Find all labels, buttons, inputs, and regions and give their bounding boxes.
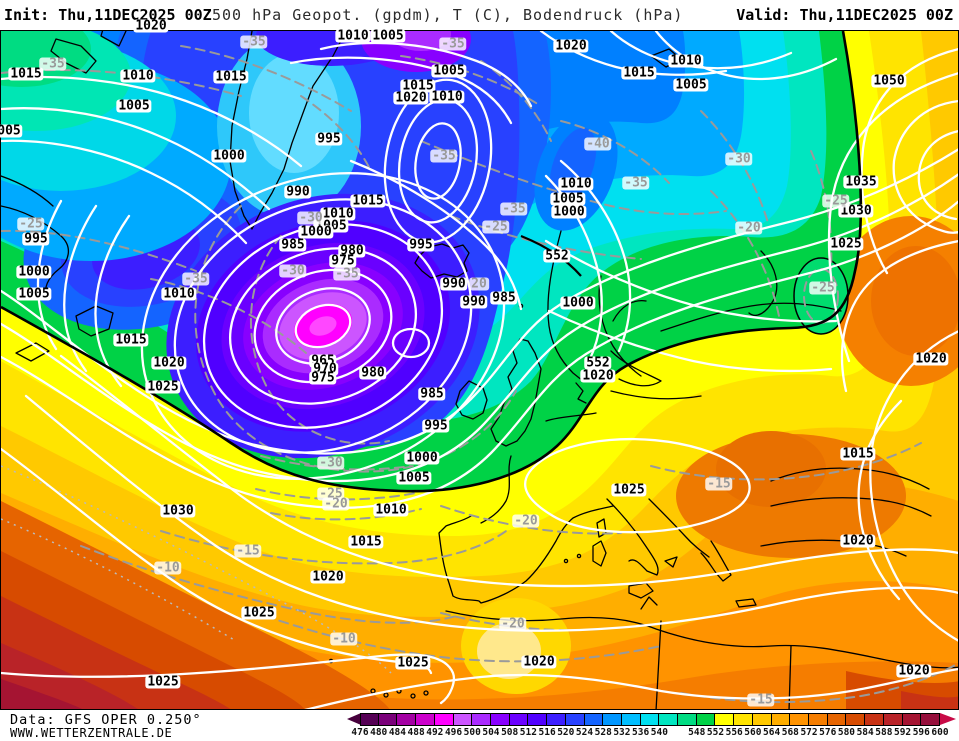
colorbar-box — [921, 713, 940, 726]
colorbar-box — [528, 713, 548, 726]
map-footer: Data: GFS OPER 0.250° WWW.WETTERZENTRALE… — [0, 710, 959, 741]
colorbar-tick-label: 552 — [706, 727, 725, 738]
valid-label: Valid: — [736, 6, 791, 24]
colorbar-box — [715, 713, 735, 726]
chart-title: 500 hPa Geopot. (gpdm), T (C), Bodendruc… — [212, 6, 684, 24]
colorbar-tick-label: 556 — [725, 727, 743, 738]
valid-time: Valid: Thu,11DEC2025 00Z — [736, 6, 953, 24]
colorbar-tick-label: 600 — [931, 727, 949, 738]
colorbar-tick-label: 516 — [538, 727, 556, 738]
colorbar-box — [752, 713, 772, 726]
colorbar-tick-label: 528 — [594, 727, 612, 738]
colorbar-box — [509, 713, 529, 726]
colorbar-box — [696, 713, 716, 726]
colorbar-tick-label: 524 — [575, 727, 594, 738]
colorbar-box — [378, 713, 398, 726]
colorbar-box — [678, 713, 697, 726]
colorbar-tick-label: 588 — [875, 727, 893, 738]
colorbar-box — [360, 713, 379, 726]
colorbar-box — [883, 713, 903, 726]
colorbar-box — [472, 713, 491, 726]
colorbar: 476 480 484 488 492 496 500 504 508 512 516 520 524 5… — [351, 713, 949, 738]
colorbar-box — [397, 713, 417, 726]
colorbar-left-arrow-icon — [347, 713, 361, 725]
colorbar-tick-label: 484 — [388, 727, 406, 738]
colorbar-box — [547, 713, 566, 726]
colorbar-tick-label: 580 — [837, 727, 856, 738]
colorbar-tick-label: 520 — [557, 727, 575, 738]
colorbar-tick-label: 576 — [819, 727, 837, 738]
colorbar-box — [771, 713, 791, 726]
colorbar-box — [865, 713, 884, 726]
website-credit: WWW.WETTERZENTRALE.DE — [10, 726, 173, 740]
colorbar-box — [621, 713, 641, 726]
colorbar-tick-label: 584 — [856, 727, 874, 738]
map-header: Init: Thu,11DEC2025 00Z 500 hPa Geopot. … — [0, 0, 959, 30]
colorbar-tick-label: 488 — [407, 727, 425, 738]
init-label: Init: — [4, 6, 50, 24]
colorbar-tick-label: 492 — [426, 727, 444, 738]
colorbar-box — [827, 713, 847, 726]
colorbar-tick-label: 596 — [912, 727, 930, 738]
colorbar-tick-label: 504 — [482, 727, 500, 738]
colorbar-box — [734, 713, 753, 726]
synoptic-map: 1020 1015 1010 1005 1015 1010 1005 1005 1015 1020… — [0, 19, 959, 710]
colorbar-tick-label: 500 — [463, 727, 481, 738]
colorbar-tick-label: 572 — [800, 727, 818, 738]
map-graphic — [1, 31, 958, 709]
colorbar-tick-label: 532 — [613, 727, 631, 738]
init-value: Thu,11DEC2025 00Z — [58, 6, 212, 24]
colorbar-tick-label: 508 — [501, 727, 519, 738]
colorbar-tick-label: 592 — [893, 727, 912, 738]
colorbar-tick-label: 560 — [744, 727, 762, 738]
colorbar-tick-label: 480 — [370, 727, 388, 738]
colorbar-box — [453, 713, 473, 726]
colorbar-tick-label: 476 — [351, 727, 369, 738]
colorbar-tick-label: 512 — [519, 727, 537, 738]
colorbar-box — [640, 713, 660, 726]
data-source: Data: GFS OPER 0.250° — [10, 712, 202, 728]
colorbar-tick-label: 496 — [444, 727, 463, 738]
init-time: Init: Thu,11DEC2025 00Z — [4, 6, 212, 24]
colorbar-box — [809, 713, 828, 726]
colorbar-right-arrow-icon — [940, 713, 956, 725]
colorbar-box — [659, 713, 679, 726]
colorbar-box — [902, 713, 922, 726]
colorbar-box — [603, 713, 622, 726]
colorbar-tick-label: 548 — [688, 727, 706, 738]
valid-value: Thu,11DEC2025 00Z — [799, 6, 953, 24]
colorbar-tick-label: 564 — [763, 727, 781, 738]
colorbar-box — [416, 713, 435, 726]
colorbar-box — [790, 713, 810, 726]
colorbar-tick-label: 568 — [781, 727, 799, 738]
colorbar-tick-label: 536 — [632, 727, 650, 738]
colorbar-box — [846, 713, 866, 726]
colorbar-box — [434, 713, 454, 726]
colorbar-tick-label: 540 — [650, 727, 668, 738]
colorbar-box — [490, 713, 510, 726]
colorbar-box — [584, 713, 604, 726]
colorbar-box — [565, 713, 585, 726]
